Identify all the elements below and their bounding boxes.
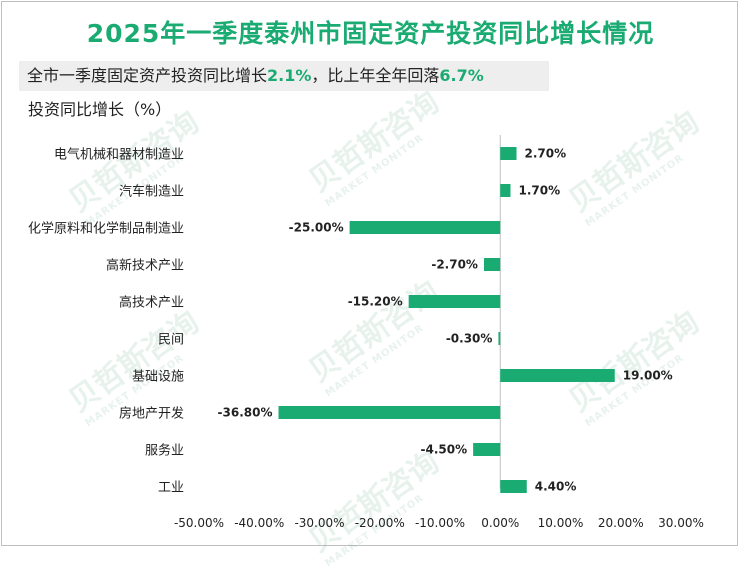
value-label: -0.30% (446, 332, 493, 346)
summary-growth: 2.1% (267, 66, 312, 85)
category-label: 服务业 (145, 443, 184, 459)
value-label: 4.40% (535, 480, 577, 494)
bar (408, 295, 501, 308)
bar (483, 258, 501, 271)
x-tick-label: 20.00% (598, 516, 644, 530)
category-label: 房地产开发 (119, 406, 184, 422)
x-tick-label: 10.00% (538, 516, 584, 530)
value-label: 1.70% (518, 184, 560, 198)
category-label: 高技术产业 (119, 295, 184, 311)
bar (498, 332, 501, 345)
bar (349, 221, 501, 234)
summary-banner: 全市一季度固定资产投资同比增长2.1%，比上年全年回落6.7% (19, 61, 549, 91)
value-label: -36.80% (218, 406, 273, 420)
x-tick-label: 30.00% (658, 516, 704, 530)
bar (500, 369, 615, 382)
value-label: 2.70% (525, 147, 567, 161)
x-tick-label: -40.00% (234, 516, 284, 530)
category-label: 汽车制造业 (119, 184, 184, 200)
chart-title: 2025年一季度泰州市固定资产投资同比增长情况 (86, 19, 655, 48)
bar (500, 147, 517, 160)
bar (500, 480, 527, 493)
category-label: 化学原料和化学制品制造业 (28, 221, 184, 237)
summary-middle: ，比上年全年回落 (311, 66, 440, 85)
y-axis-label: 投资同比增长（%） (28, 100, 172, 119)
bar (500, 184, 511, 197)
value-label: -15.20% (348, 295, 403, 309)
summary-drop: 6.7% (439, 66, 484, 85)
bar (473, 443, 501, 456)
bar (278, 406, 501, 419)
category-label: 高新技术产业 (106, 258, 184, 274)
x-tick-label: -20.00% (355, 516, 405, 530)
category-label: 民间 (158, 333, 184, 348)
x-tick-label: 0.00% (481, 516, 519, 530)
x-tick-label: -50.00% (174, 516, 224, 530)
value-label: -4.50% (421, 443, 468, 457)
category-label: 工业 (158, 481, 184, 496)
value-label: -25.00% (289, 221, 344, 235)
chart-frame (1, 1, 738, 546)
category-label: 基础设施 (132, 370, 184, 385)
bar-chart: 电气机械和器材制造业 2.70% 汽车制造业 1.70% 化学原料和化学制品制造业 -25… (28, 135, 704, 530)
value-label: 19.00% (623, 369, 673, 383)
x-tick-label: -10.00% (415, 516, 465, 530)
x-tick-label: -30.00% (294, 516, 344, 530)
summary-prefix: 全市一季度固定资产投资同比增长 (27, 66, 268, 85)
category-label: 电气机械和器材制造业 (54, 147, 184, 163)
value-label: -2.70% (431, 258, 478, 272)
